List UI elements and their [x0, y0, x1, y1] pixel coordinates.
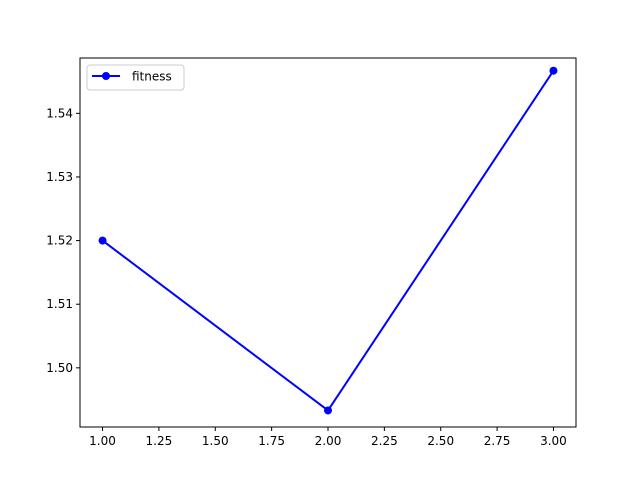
- x-tick-label: 2.25: [371, 434, 398, 448]
- x-tick-label: 1.00: [89, 434, 116, 448]
- x-tick-label: 1.50: [202, 434, 229, 448]
- y-tick-label: 1.51: [46, 297, 73, 311]
- x-tick-label: 2.50: [427, 434, 454, 448]
- data-point-fitness: [98, 236, 107, 245]
- y-tick-label: 1.53: [46, 170, 73, 184]
- y-tick-label: 1.50: [46, 361, 73, 375]
- x-tick-label: 1.75: [258, 434, 285, 448]
- legend-label-fitness: fitness: [132, 70, 172, 84]
- plot-area: 1.00 1.25 1.50 1.75 2.00 2.25 2.50 2.75 3.00 1.50…: [46, 57, 577, 448]
- y-tick-label: 1.54: [46, 106, 73, 120]
- data-point-fitness: [549, 66, 558, 75]
- x-tick-label: 2.75: [484, 434, 511, 448]
- data-point-fitness: [324, 406, 332, 415]
- x-tick-label: 1.25: [146, 434, 173, 448]
- legend-box: [86, 64, 185, 91]
- y-tick-label: 1.52: [46, 234, 73, 248]
- legend-marker-swatch: [102, 72, 110, 80]
- legend: fitness: [86, 64, 185, 91]
- x-tick-label: 2.00: [315, 434, 342, 448]
- x-tick-label: 3.00: [540, 434, 567, 448]
